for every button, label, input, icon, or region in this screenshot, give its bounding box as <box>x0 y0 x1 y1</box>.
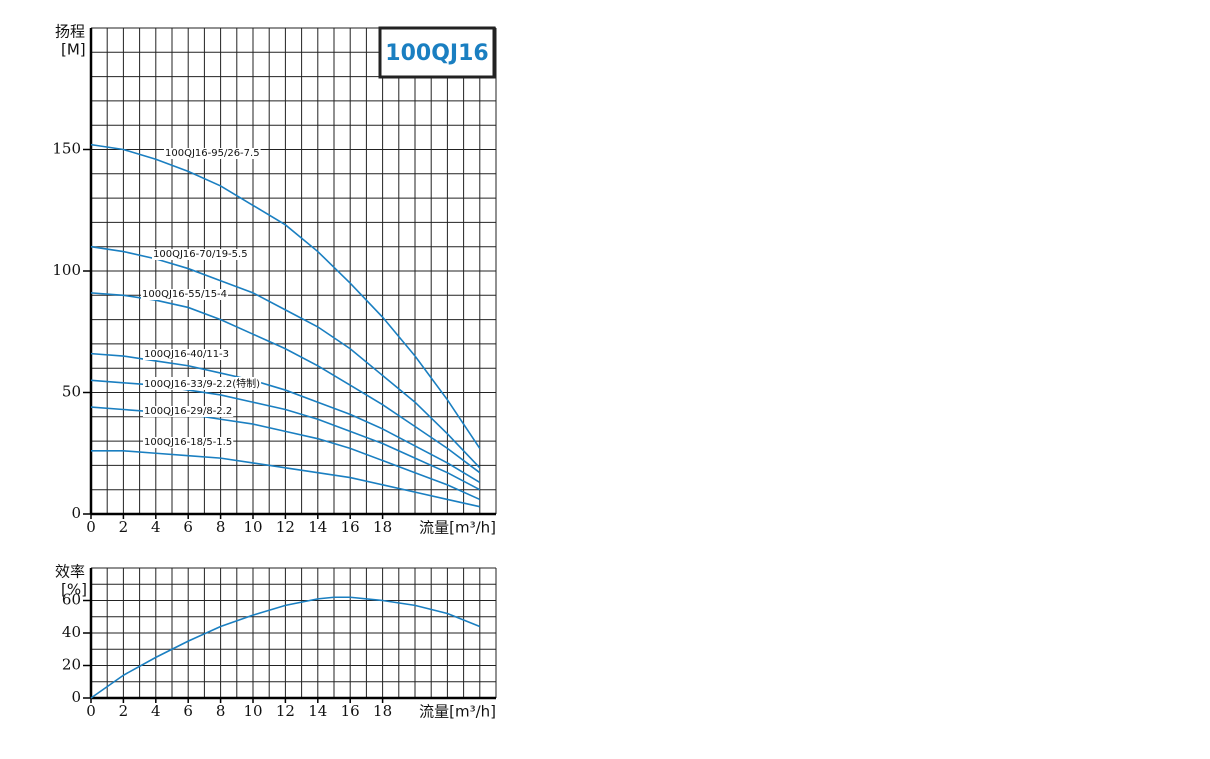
series-label: 100QJ16-40/11-3 <box>144 349 229 360</box>
series-label-bg <box>164 148 261 159</box>
x-tick-label: 0 <box>86 518 96 536</box>
y-axis-label: 扬程 <box>55 23 85 41</box>
x-axis-label: 流量[m³/h] <box>419 519 496 537</box>
y-tick-label: 60 <box>62 591 81 609</box>
curve <box>90 596 481 699</box>
x-tick-label: 0 <box>86 702 96 720</box>
y-tick-label: 20 <box>62 656 81 674</box>
y-axis-label: 效率 <box>55 563 85 581</box>
x-tick-label: 2 <box>119 518 129 536</box>
y-tick-label: 100 <box>52 261 81 279</box>
x-tick-label: 2 <box>119 702 129 720</box>
series-label-bg <box>143 377 262 390</box>
curve <box>90 143 481 449</box>
x-axis-label: 流量[m³/h] <box>419 703 496 721</box>
series-label-bg <box>152 249 249 260</box>
x-tick-label: 4 <box>151 518 161 536</box>
y-tick-label: 50 <box>62 383 81 401</box>
x-tick-label: 18 <box>373 518 392 536</box>
title-box <box>378 26 496 79</box>
x-tick-label: 16 <box>341 518 360 536</box>
x-tick-label: 8 <box>216 702 226 720</box>
y-tick-label: 40 <box>62 623 81 641</box>
series-label-bg <box>143 406 234 417</box>
series-label: 100QJ16-33/9-2.2(特制) <box>144 377 260 390</box>
chart-title: 100QJ16 <box>385 41 488 66</box>
x-tick-label: 4 <box>151 702 161 720</box>
x-tick-label: 14 <box>308 518 327 536</box>
x-tick-label: 6 <box>183 518 193 536</box>
series-label: 100QJ16-18/5-1.5 <box>144 437 232 448</box>
x-tick-label: 12 <box>276 518 295 536</box>
y-tick-label: 0 <box>71 688 81 706</box>
y-axis-label: [%] <box>61 581 87 599</box>
series-label: 100QJ16-95/26-7.5 <box>165 148 260 159</box>
series-label: 100QJ16-29/8-2.2 <box>144 406 232 417</box>
y-tick-label: 0 <box>71 504 81 522</box>
series-label: 100QJ16-55/15-4 <box>142 289 227 300</box>
x-tick-label: 10 <box>243 518 262 536</box>
x-tick-label: 8 <box>216 518 226 536</box>
x-tick-label: 18 <box>373 702 392 720</box>
y-axis-label: [M] <box>61 41 86 59</box>
curve <box>90 352 481 484</box>
curve <box>90 292 481 474</box>
series-label-bg <box>141 289 229 300</box>
x-tick-label: 6 <box>183 702 193 720</box>
x-tick-label: 12 <box>276 702 295 720</box>
x-tick-label: 14 <box>308 702 327 720</box>
series-label: 100QJ16-70/19-5.5 <box>153 249 248 260</box>
x-tick-label: 16 <box>341 702 360 720</box>
y-tick-label: 150 <box>52 140 81 158</box>
x-tick-label: 10 <box>243 702 262 720</box>
series-label-bg <box>143 437 234 448</box>
series-label-bg <box>143 349 231 360</box>
curve <box>91 450 480 508</box>
